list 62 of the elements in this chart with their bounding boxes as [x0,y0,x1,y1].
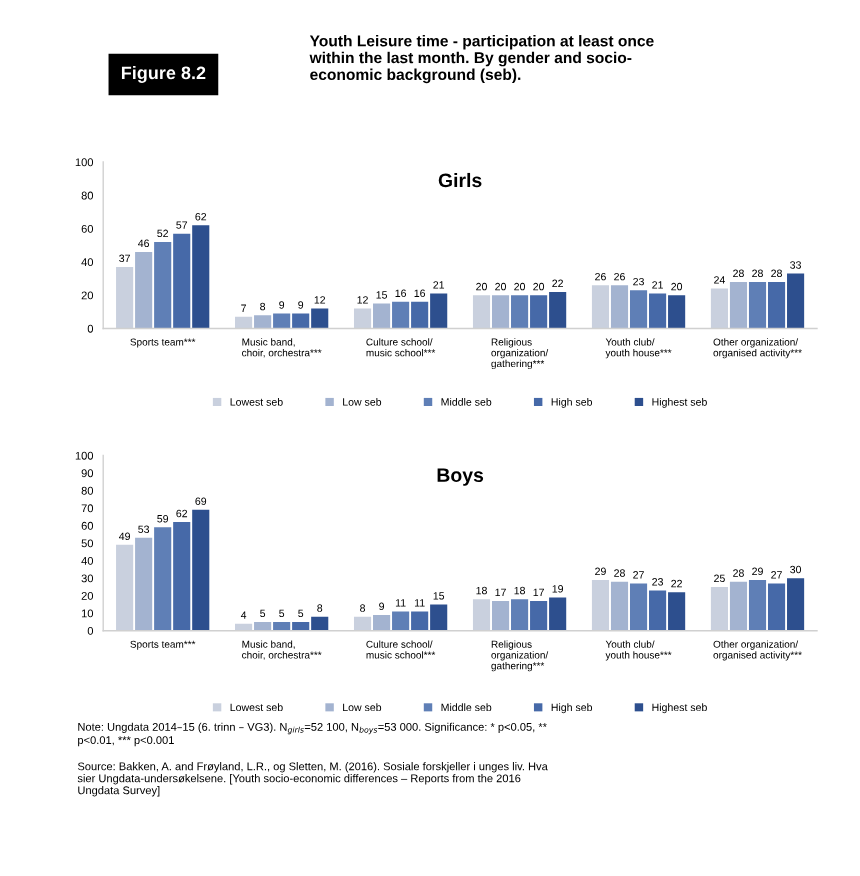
chart-title: Girls [438,172,482,188]
bar [511,599,529,631]
bar [591,579,610,631]
bar [430,293,448,329]
bar [292,621,310,631]
bar [311,616,329,631]
bar [135,537,153,631]
bar [411,611,429,631]
bar [192,509,210,631]
bar [235,316,253,329]
bar [610,581,629,631]
bar [173,233,191,329]
bar [530,600,548,631]
bar [530,295,548,329]
bar [192,225,210,329]
bar [787,578,805,631]
bar [729,581,748,631]
bar [710,586,729,631]
bar [511,295,529,329]
bar [373,303,391,329]
bar [392,301,410,329]
bar [767,583,786,631]
bar [787,273,805,329]
bar [254,621,272,631]
bar [668,295,686,329]
bar [491,295,510,329]
bar [353,308,372,329]
bar [729,281,748,329]
bar [649,293,667,329]
bar [549,597,567,631]
bar [591,285,610,329]
bar [668,592,686,631]
bar [273,621,291,631]
bar [273,313,291,329]
bar [116,544,134,631]
bar [392,611,410,631]
bar [135,251,153,329]
bar [710,288,729,329]
bar [311,308,329,329]
bar [472,295,491,329]
bar [549,291,567,329]
bar [411,301,429,329]
caption: Figure 8.2 [121,66,206,83]
bar [254,315,272,329]
bar [173,522,191,631]
bar [649,590,667,631]
bar [610,285,629,329]
bar [748,579,767,631]
bar [292,313,310,329]
bar [373,614,391,631]
text: Boys [437,468,484,486]
bar [748,281,767,329]
bar [116,266,134,329]
bar [430,604,448,631]
bar [353,616,372,631]
bar [472,599,491,631]
bar [629,290,648,329]
bar [491,600,510,631]
bar [629,583,648,631]
bar [154,527,172,631]
bar [767,281,786,329]
bar [154,241,172,329]
